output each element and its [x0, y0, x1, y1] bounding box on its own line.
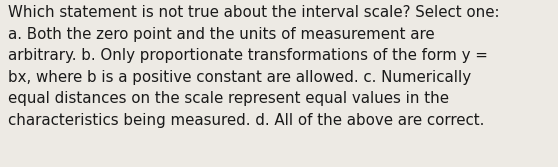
Text: Which statement is not true about the interval scale? Select one:
a. Both the ze: Which statement is not true about the in… [8, 5, 500, 128]
